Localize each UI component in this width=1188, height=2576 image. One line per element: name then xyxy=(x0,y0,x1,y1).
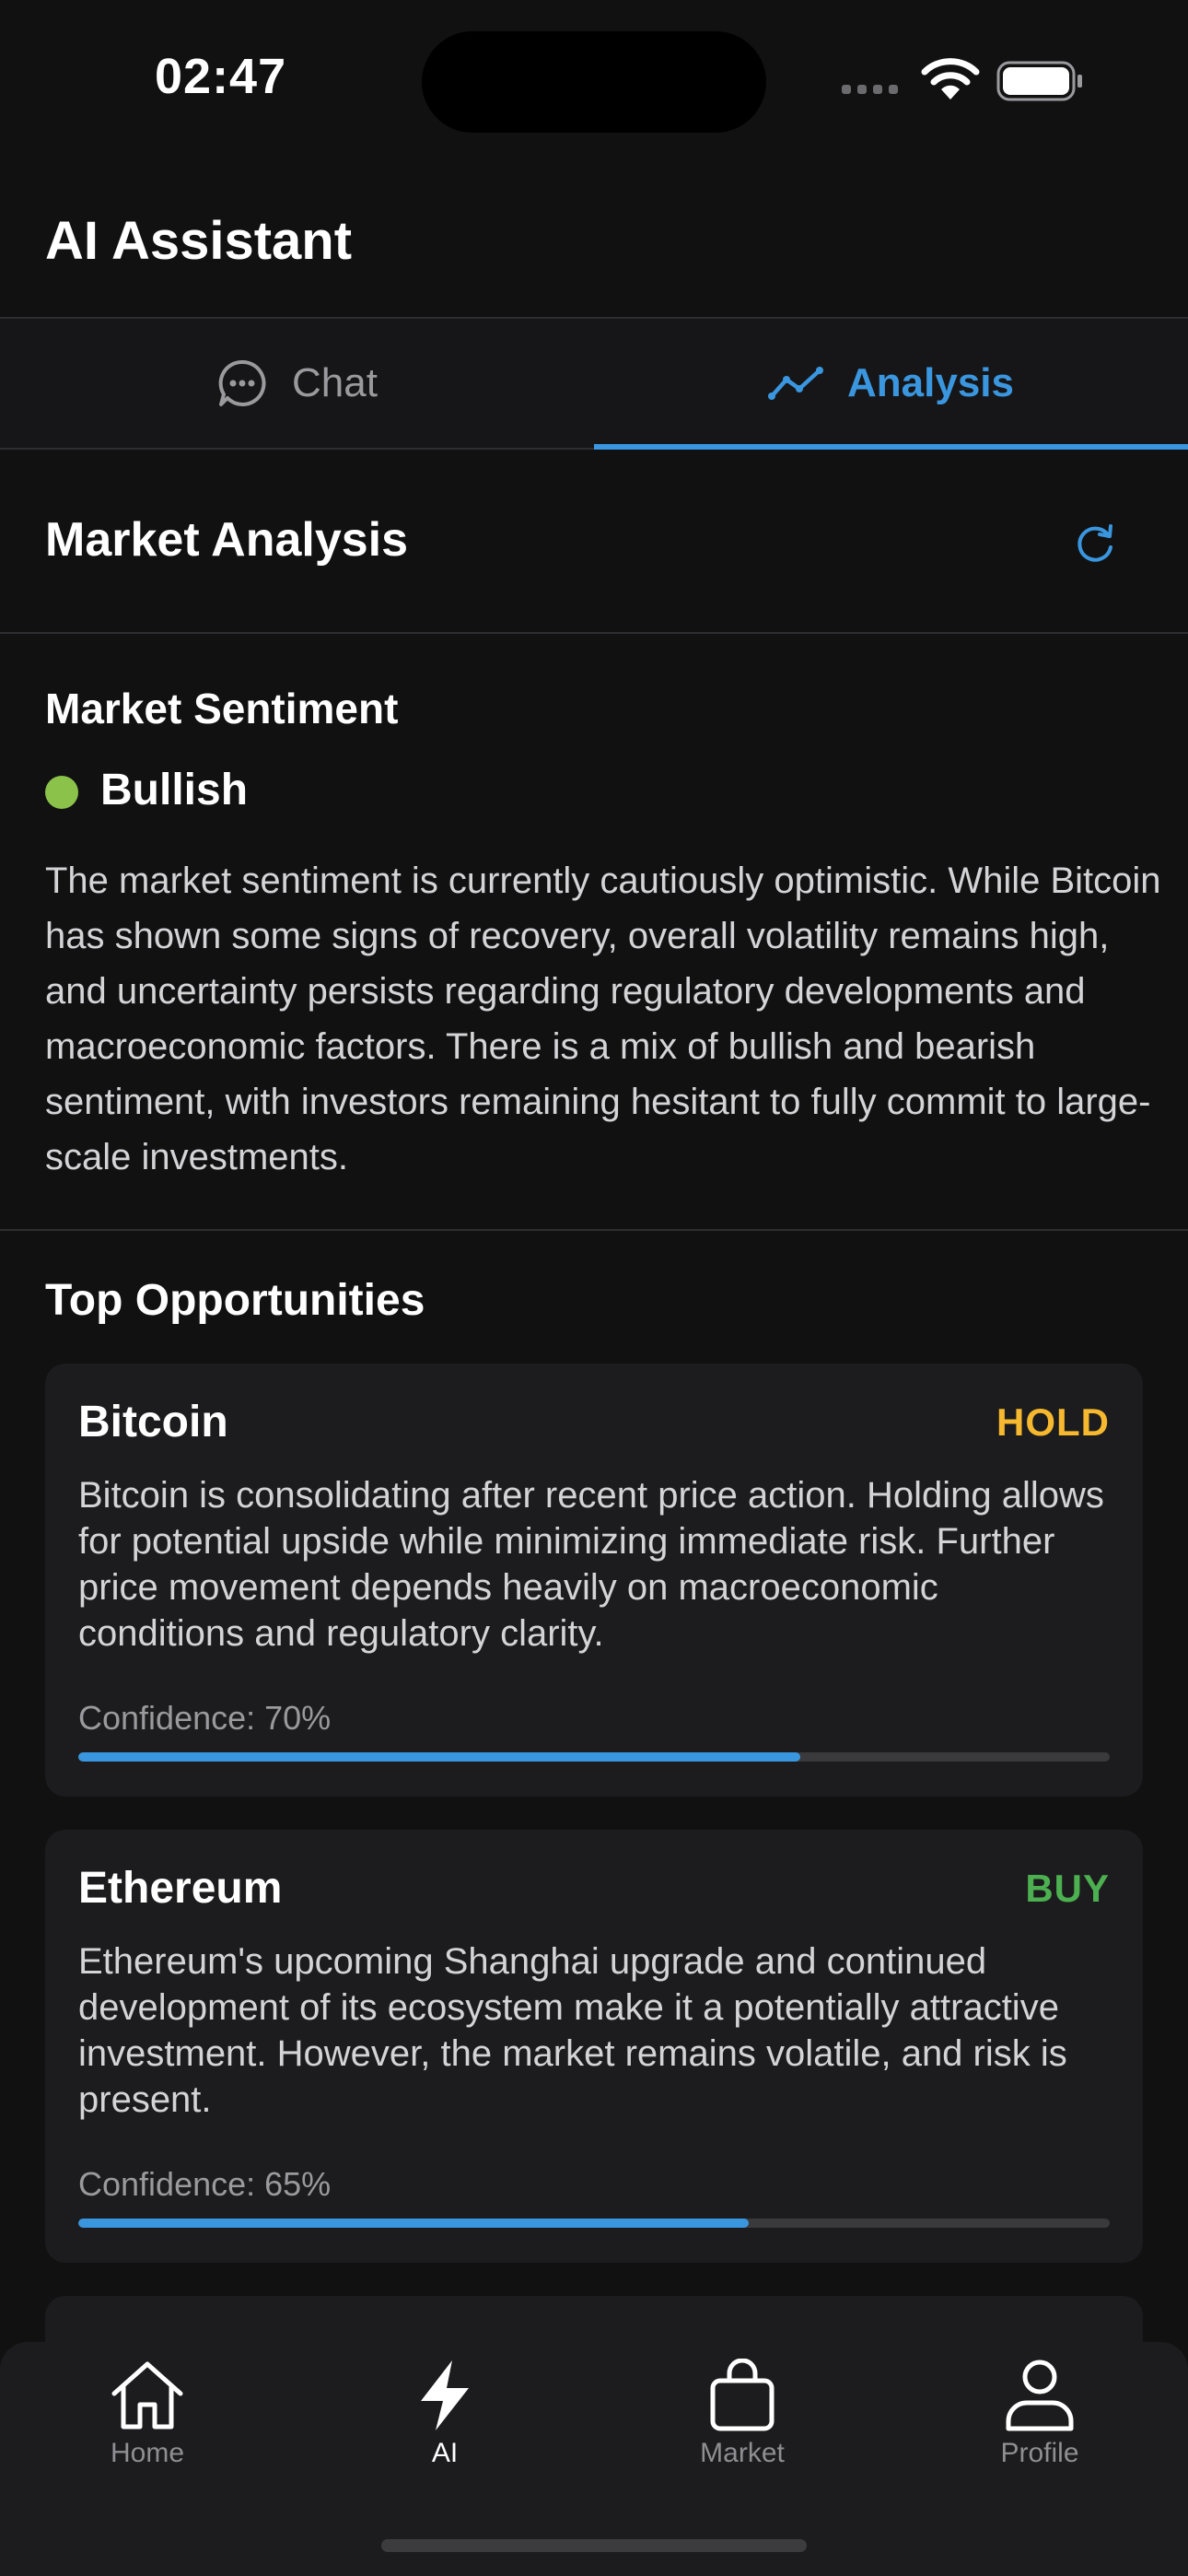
confidence-bar xyxy=(78,1752,1110,1762)
sentiment-indicator-dot xyxy=(45,776,78,809)
tabbar-item-ai[interactable]: AI xyxy=(344,2359,546,2469)
status-time: 02:47 xyxy=(155,49,287,104)
cellular-signal-icon xyxy=(842,85,898,94)
page-title: AI Assistant xyxy=(45,211,353,271)
opportunity-description: Bitcoin is consolidating after recent pr… xyxy=(78,1475,1104,1654)
tabbar-label: Profile xyxy=(1000,2438,1079,2468)
action-badge: HOLD xyxy=(996,1400,1110,1444)
tabbar-item-home[interactable]: Home xyxy=(46,2359,249,2469)
sentiment-value: Bullish xyxy=(100,766,249,814)
tabbar-item-market[interactable]: Market xyxy=(641,2359,844,2469)
wifi-icon xyxy=(921,58,980,100)
status-bar: 02:47 xyxy=(0,0,1188,157)
battery-icon xyxy=(996,61,1082,101)
bottom-tab-bar: Home AI Market Profile xyxy=(0,2342,1188,2576)
opportunity-description: Ethereum's upcoming Shanghai upgrade and… xyxy=(78,1941,1067,2120)
segmented-tabs: Chat Analysis xyxy=(0,319,1188,450)
opportunities-heading: Top Opportunities xyxy=(45,1276,425,1325)
tab-chat-label: Chat xyxy=(292,360,378,405)
opportunity-card[interactable]: Bitcoin HOLD Bitcoin is consolidating af… xyxy=(45,1364,1143,1797)
confidence-label: Confidence: 65% xyxy=(78,2165,332,2203)
action-badge: BUY xyxy=(1025,1867,1110,1910)
section-title: Market Analysis xyxy=(45,513,409,567)
tab-analysis-label: Analysis xyxy=(847,360,1014,405)
confidence-bar-fill xyxy=(78,2219,749,2228)
bolt-icon xyxy=(421,2360,469,2430)
confidence-label: Confidence: 70% xyxy=(78,1699,332,1737)
confidence-bar xyxy=(78,2219,1110,2228)
sentiment-heading: Market Sentiment xyxy=(45,685,399,732)
confidence-bar-fill xyxy=(78,1752,800,1762)
app-header: AI Assistant xyxy=(0,157,1188,319)
tabbar-label: AI xyxy=(431,2438,459,2468)
trend-line-icon xyxy=(768,367,823,400)
bag-icon xyxy=(710,2359,775,2431)
home-indicator xyxy=(381,2539,807,2552)
dynamic-island xyxy=(422,31,766,133)
tabbar-label: Market xyxy=(700,2438,785,2468)
market-sentiment-section: Market Sentiment Bullish The market sent… xyxy=(0,636,1188,1231)
tabbar-label: Home xyxy=(110,2438,185,2468)
coin-name: Ethereum xyxy=(78,1864,283,1913)
sentiment-description: The market sentiment is currently cautio… xyxy=(45,861,1161,1177)
tab-analysis[interactable]: Analysis xyxy=(594,319,1188,450)
opportunity-card[interactable]: Ethereum BUY Ethereum's upcoming Shangha… xyxy=(45,1830,1143,2263)
home-icon xyxy=(111,2361,183,2430)
tabbar-item-profile[interactable]: Profile xyxy=(938,2359,1141,2469)
chat-bubble-icon xyxy=(218,359,266,406)
tab-chat[interactable]: Chat xyxy=(0,319,594,448)
coin-name: Bitcoin xyxy=(78,1398,228,1446)
person-icon xyxy=(1006,2359,1074,2431)
market-analysis-header: Market Analysis xyxy=(0,450,1188,634)
refresh-icon[interactable] xyxy=(1072,520,1120,568)
